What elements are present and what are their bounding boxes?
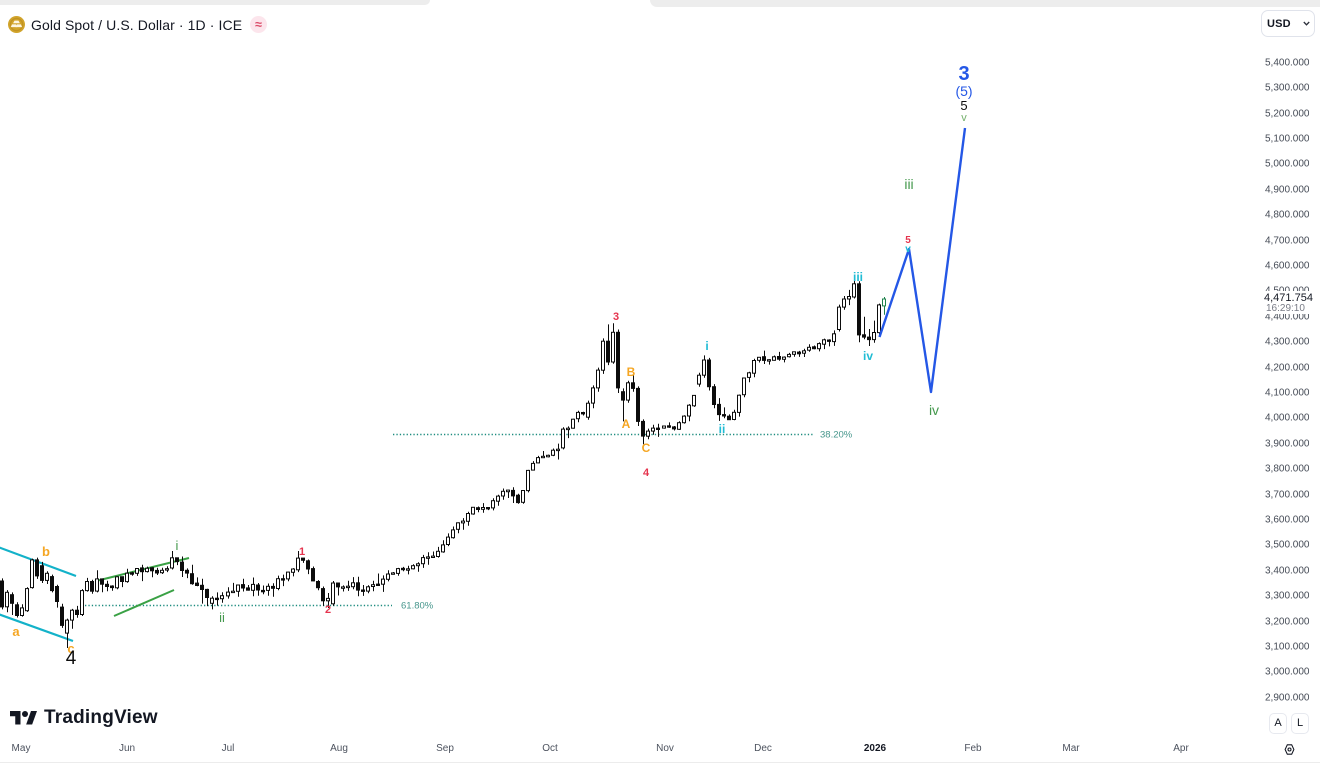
svg-text:v: v [961, 112, 967, 124]
svg-text:61.80%: 61.80% [401, 601, 434, 612]
svg-text:2: 2 [325, 604, 331, 616]
svg-text:3: 3 [958, 63, 969, 85]
svg-text:ii: ii [719, 422, 726, 436]
svg-text:5: 5 [905, 235, 911, 246]
svg-text:c: c [67, 641, 74, 656]
svg-text:1: 1 [299, 546, 305, 558]
svg-text:b: b [42, 544, 50, 559]
svg-text:iv: iv [863, 349, 873, 363]
svg-text:v: v [905, 244, 911, 255]
svg-text:4: 4 [66, 648, 77, 669]
svg-text:i: i [176, 538, 179, 553]
svg-text:4: 4 [643, 467, 650, 479]
svg-text:≈: ≈ [255, 18, 262, 32]
svg-text:a: a [12, 624, 20, 639]
svg-text:iii: iii [904, 176, 913, 192]
svg-text:5: 5 [960, 98, 967, 113]
svg-text:B: B [627, 365, 636, 379]
svg-text:C: C [642, 441, 651, 455]
svg-text:i: i [705, 339, 708, 353]
svg-text:3: 3 [613, 311, 619, 323]
svg-text:iii: iii [853, 270, 863, 284]
svg-text:iv: iv [929, 402, 939, 418]
svg-text:(5): (5) [955, 83, 972, 99]
svg-text:ii: ii [219, 610, 225, 625]
svg-text:A: A [622, 417, 631, 431]
svg-text:38.20%: 38.20% [820, 430, 853, 441]
